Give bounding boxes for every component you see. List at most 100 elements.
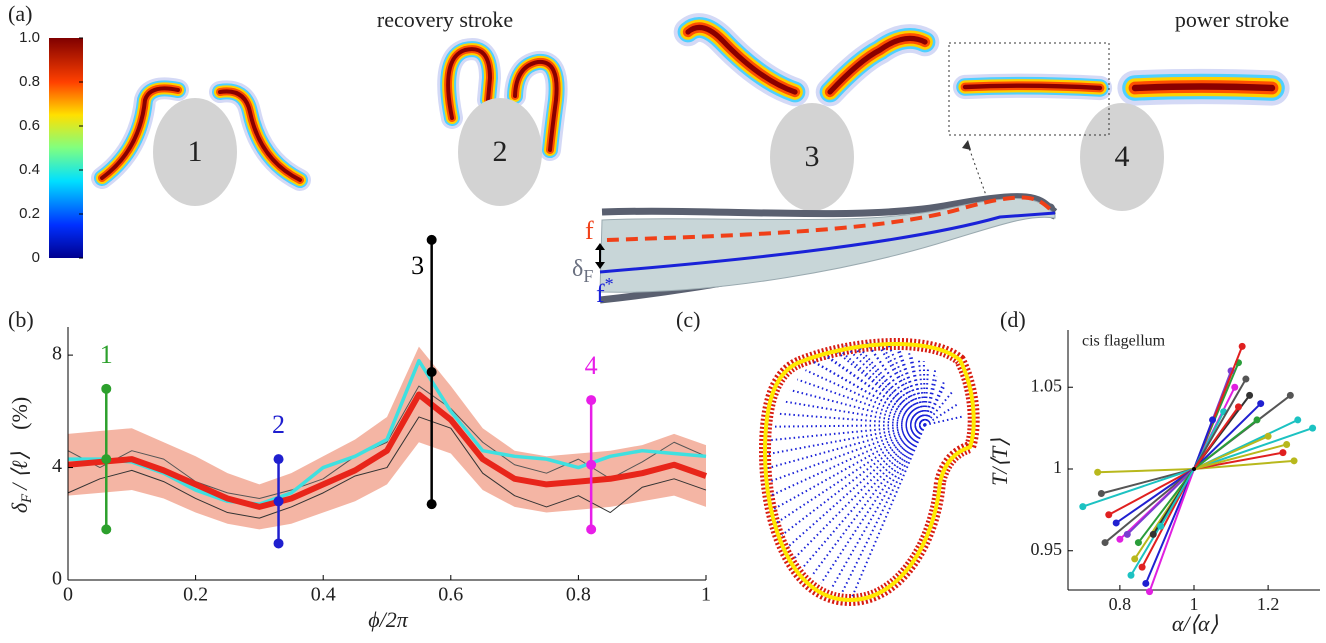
x-axis-label: α/⟨α⟩ <box>1172 611 1219 636</box>
scatter-point <box>1234 403 1242 411</box>
scatter-point <box>1157 522 1165 530</box>
colorbar <box>49 38 83 258</box>
marker-point <box>101 454 112 465</box>
scatter-point <box>1309 424 1317 432</box>
x-tick-label: 0.8 <box>1109 594 1132 614</box>
inset-label: * <box>605 274 614 294</box>
ray <box>1159 468 1195 527</box>
chart: 1 2 3 4 0 0.2 0.4 0.6 0.8 1 0 4 8 <box>52 234 711 606</box>
ray <box>1115 468 1195 524</box>
colorbar-tick-label: 1.0 <box>19 29 40 46</box>
y-axis-label: F <box>19 493 35 504</box>
flagellum-density <box>962 83 1103 91</box>
scatter-point <box>1231 383 1239 391</box>
scatter-point <box>1279 449 1287 457</box>
cell-body <box>770 103 854 211</box>
scatter-point <box>1079 503 1087 511</box>
colorbar-tick-label: 0.4 <box>19 161 40 178</box>
ray <box>1193 406 1240 470</box>
waveform-blue <box>820 424 926 584</box>
scatter-point <box>1127 571 1135 579</box>
scatter-point <box>1116 535 1124 543</box>
ray <box>1193 435 1269 470</box>
zoom-box <box>948 42 1110 136</box>
marker-point <box>273 496 284 507</box>
y-tick-label: 0.95 <box>1031 539 1063 559</box>
colorbar-tick-label: 0 <box>32 249 40 266</box>
waveform-blue <box>769 424 926 497</box>
y-tick-label: 1.05 <box>1031 375 1063 395</box>
waveform-blue <box>783 400 926 426</box>
flagellum-density <box>446 47 493 120</box>
error-cap <box>273 454 284 465</box>
waveform-blue <box>924 369 937 426</box>
x-tick-label: 1 <box>1190 594 1199 614</box>
y-axis-label: (%) <box>7 397 32 430</box>
ray <box>1082 468 1195 508</box>
waveform-blue <box>811 360 926 426</box>
panel-label: (b) <box>8 307 34 332</box>
marker-label: 3 <box>411 251 424 280</box>
x-tick-label: 1.2 <box>1257 594 1280 614</box>
marker-point <box>426 366 437 377</box>
cell-number: 2 <box>493 135 508 168</box>
error-cap <box>273 538 284 549</box>
y-axis-label: / ⟨ℓ⟩ <box>7 451 32 491</box>
scatter-point <box>1105 511 1113 519</box>
arrow-head <box>595 243 605 269</box>
scatter-point <box>1112 519 1120 527</box>
marker-label: 4 <box>585 351 598 380</box>
chart-title: cis flagellum <box>1082 333 1166 350</box>
mean-shape <box>599 211 1056 274</box>
inset-label: f* <box>596 274 614 308</box>
flagellum-density <box>1131 83 1276 92</box>
scatter-point <box>1286 391 1294 399</box>
y-tick-label: 0 <box>52 568 62 590</box>
scatter-point <box>1246 391 1254 399</box>
waveform-blue <box>910 354 926 426</box>
scatter-point <box>1238 342 1246 350</box>
marker-label: 2 <box>272 410 285 439</box>
cell-number: 1 <box>188 135 203 168</box>
colorbar-tick-label: 0.8 <box>19 73 40 90</box>
ray <box>1193 451 1284 470</box>
error-cap <box>586 524 597 535</box>
panel-label: (d) <box>1000 307 1026 332</box>
ray <box>1144 468 1195 584</box>
waveform-blue <box>778 412 926 426</box>
error-cap <box>426 234 437 245</box>
error-cap <box>101 383 112 394</box>
inset-label: f <box>596 279 605 308</box>
x-tick-label: 0.6 <box>438 584 463 606</box>
error-cap <box>426 499 437 510</box>
scatter-point <box>1101 539 1109 547</box>
scatter-point <box>1242 375 1250 383</box>
scatter-point <box>1257 400 1265 408</box>
envelope <box>601 193 1058 218</box>
scatter-point <box>1123 530 1131 538</box>
waveform-blue <box>837 348 926 426</box>
scatter-point <box>1131 555 1139 563</box>
x-tick-label: 0.4 <box>311 584 336 606</box>
scatter-point <box>1138 563 1146 571</box>
inset-label: δF <box>572 256 593 287</box>
scatter-point <box>1142 579 1150 587</box>
envelope-fill <box>599 197 1056 293</box>
ray <box>1097 467 1195 474</box>
scatter-point <box>1253 416 1261 424</box>
chart: 0.8 1 1.2 0.95 1 1.05 <box>1031 330 1320 614</box>
waveform-blue <box>833 348 926 426</box>
stroke-title: recovery stroke <box>377 7 513 32</box>
y-tick-label: 8 <box>52 343 62 365</box>
waveform-blue <box>924 379 946 426</box>
waveform-blue <box>922 361 926 426</box>
inset-label: f <box>585 216 594 245</box>
series-line <box>67 391 707 510</box>
arrow-head <box>962 140 971 150</box>
colorbar-tick-label: 0.2 <box>19 205 40 222</box>
waveform-blue <box>924 390 954 426</box>
x-axis-label: ϕ/2π <box>368 607 408 632</box>
x-tick-label: 0.8 <box>566 584 591 606</box>
waveform-blue <box>924 376 938 426</box>
